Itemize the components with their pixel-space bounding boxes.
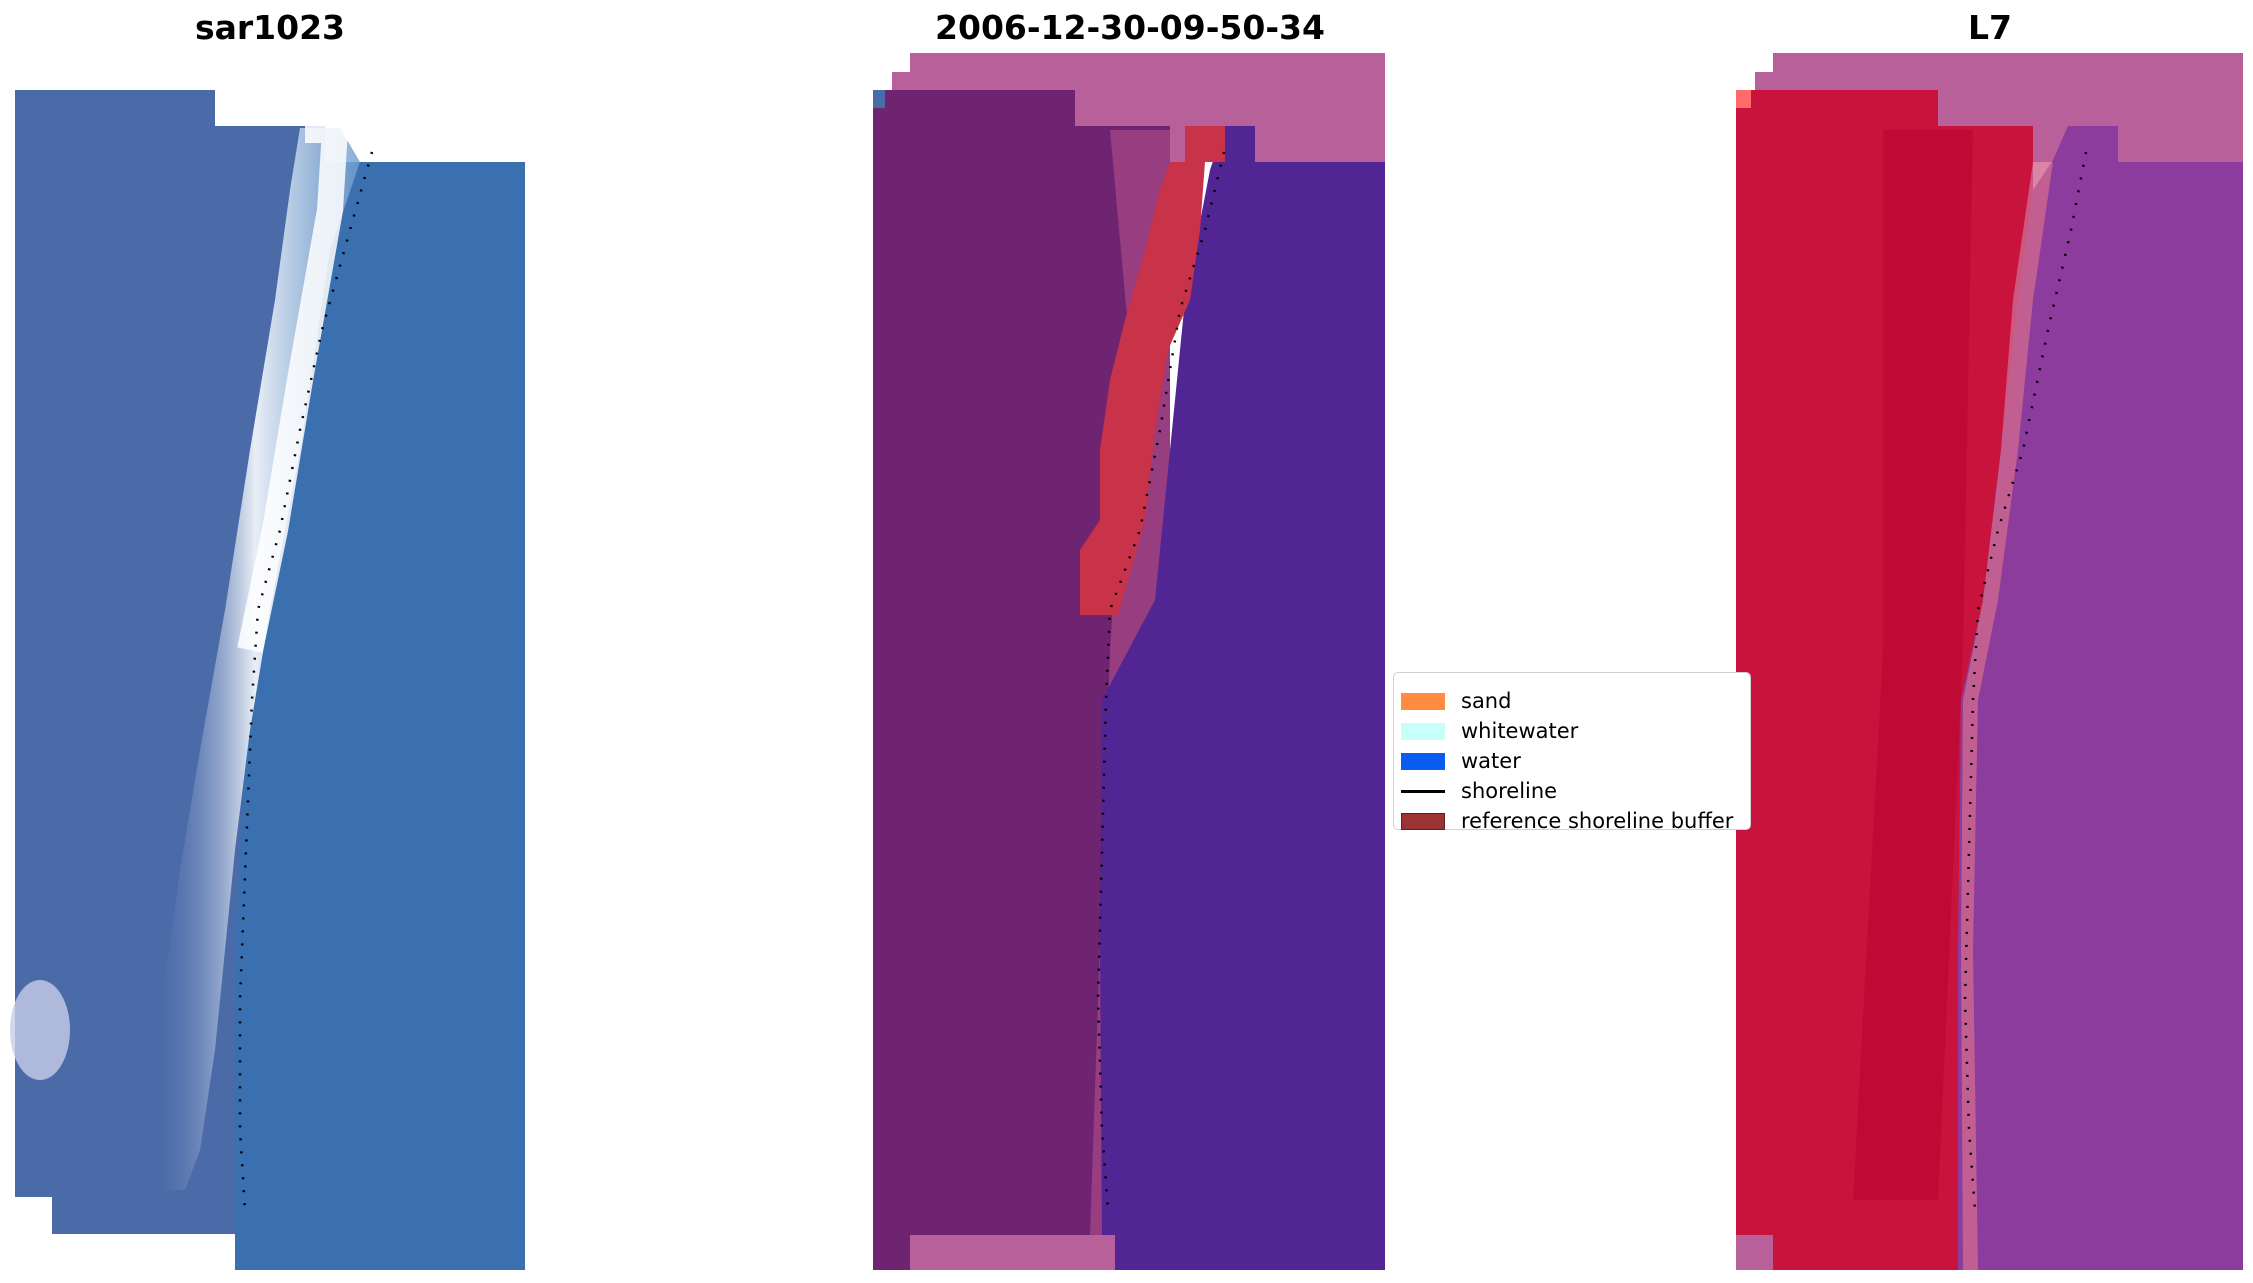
legend-item-sand: sand <box>1401 689 1511 713</box>
legend-label-whitewater: whitewater <box>1461 719 1579 743</box>
legend-label-sand: sand <box>1461 689 1512 713</box>
panel-title-classified: 2006-12-30-09-50-34 <box>935 8 1325 47</box>
legend-item-water: water <box>1401 749 1521 773</box>
index-image <box>1736 53 2243 1270</box>
legend-swatch-sand <box>1401 692 1445 710</box>
legend-swatch-water <box>1401 752 1445 770</box>
legend-label-shoreline: shoreline <box>1461 779 1558 803</box>
panel-title-index: L7 <box>1968 8 2012 47</box>
legend-swatch-whitewater <box>1401 722 1445 740</box>
legend-label-water: water <box>1461 749 1521 773</box>
legend: sand whitewater water shoreline referenc… <box>1393 672 1751 833</box>
classified-image-panel <box>873 53 1385 1270</box>
legend-label-reference-shoreline-buffer: reference shoreline buffer <box>1461 809 1734 833</box>
rgb-image <box>10 90 525 1270</box>
rgb-image-panel <box>10 90 525 1270</box>
legend-item-whitewater: whitewater <box>1401 719 1578 743</box>
legend-item-shoreline: shoreline <box>1401 779 1557 803</box>
index-image-panel <box>1736 53 2243 1270</box>
legend-swatch-reference-shoreline-buffer <box>1401 812 1445 830</box>
legend-item-reference-shoreline-buffer: reference shoreline buffer <box>1401 809 1733 833</box>
legend-swatch-shoreline <box>1401 789 1445 793</box>
classified-image <box>873 53 1385 1270</box>
panel-title-rgb: sar1023 <box>194 8 346 47</box>
